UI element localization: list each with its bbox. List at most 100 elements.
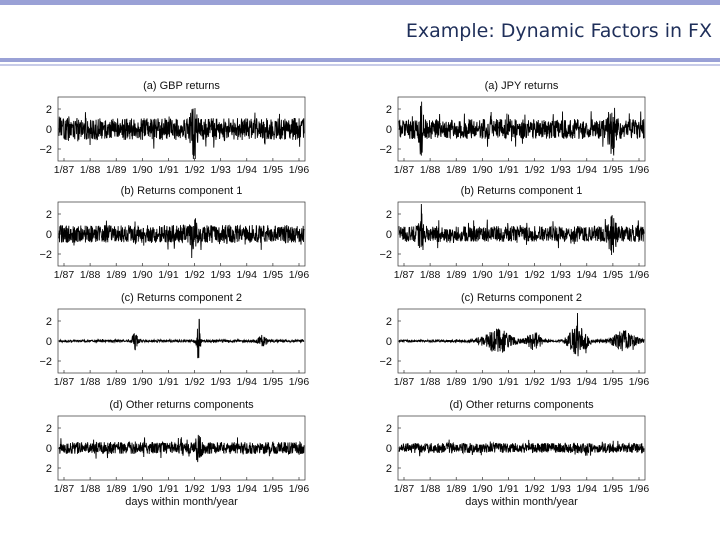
jpy-panel-d-xtick-label: 1/89 bbox=[446, 483, 467, 495]
jpy-panel-d-xtick-label: 1/96 bbox=[629, 483, 650, 495]
gbp-panel-b-title: (b) Returns component 1 bbox=[121, 185, 243, 197]
gbp-panel-b-ytick-label: 2 bbox=[46, 209, 52, 221]
jpy-panel-c-xtick-label: 1/95 bbox=[603, 376, 624, 388]
gbp-panel-c-xtick-label: 1/88 bbox=[80, 376, 101, 388]
gbp-panel-c-title: (c) Returns component 2 bbox=[121, 292, 242, 304]
top-accent-bar bbox=[0, 0, 720, 5]
jpy-panel-c-xtick-label: 1/94 bbox=[577, 376, 598, 388]
jpy-panel-a-ytick-label: 0 bbox=[386, 124, 392, 136]
gbp-panel-d-xtick-label: 1/93 bbox=[210, 483, 231, 495]
jpy-panel-c-xtick-label: 1/92 bbox=[524, 376, 545, 388]
gbp-panel-a-xtick-label: 1/90 bbox=[132, 164, 153, 176]
jpy-panel-d-series-line bbox=[398, 439, 645, 457]
jpy-panel-a-xtick-label: 1/88 bbox=[420, 164, 441, 176]
jpy-panel-b-xtick-label: 1/90 bbox=[472, 269, 493, 281]
gbp-panel-b-xtick-label: 1/91 bbox=[158, 269, 179, 281]
jpy-panel-a-xtick-label: 1/89 bbox=[446, 164, 467, 176]
gbp-panel-c-xtick-label: 1/92 bbox=[184, 376, 205, 388]
gbp-panel-b-xtick-label: 1/89 bbox=[106, 269, 127, 281]
jpy-panel-b-xtick-label: 1/87 bbox=[394, 269, 415, 281]
gbp-panel-a-ytick-label: −2 bbox=[39, 144, 52, 156]
gbp-panel-c-xtick-label: 1/96 bbox=[289, 376, 310, 388]
gbp-panel-a-xtick-label: 1/95 bbox=[263, 164, 284, 176]
jpy-panel-c-ytick-label: −2 bbox=[379, 356, 392, 368]
gbp-panel-d-xtick-label: 1/87 bbox=[54, 483, 75, 495]
gbp-panel-d-ytick-label: 2 bbox=[46, 423, 52, 435]
jpy-panel-b-title: (b) Returns component 1 bbox=[461, 185, 583, 197]
gbp-panel-d-xtick-label: 1/95 bbox=[263, 483, 284, 495]
jpy-panel-d-xtick-label: 1/94 bbox=[577, 483, 598, 495]
gbp-panel-d-ytick-label: 0 bbox=[46, 443, 52, 455]
jpy-panel-d-xtick-label: 1/91 bbox=[498, 483, 519, 495]
gbp-panel-a-xtick-label: 1/93 bbox=[210, 164, 231, 176]
gbp-panel-d-xtick-label: 1/88 bbox=[80, 483, 101, 495]
gbp-panel-a-series-line bbox=[58, 108, 305, 160]
gbp-panel-a-xtick-label: 1/87 bbox=[54, 164, 75, 176]
gbp-panel-a-ytick-label: 2 bbox=[46, 104, 52, 116]
gbp-panel-d-series-line bbox=[58, 434, 305, 463]
gbp-panel-d-title: (d) Other returns components bbox=[109, 399, 254, 411]
jpy-panel-a-xtick-label: 1/92 bbox=[524, 164, 545, 176]
jpy-panel-d-xlabel: days within month/year bbox=[465, 496, 578, 508]
jpy-panel-a-title: (a) JPY returns bbox=[485, 80, 559, 92]
gbp-panel-b-xtick-label: 1/87 bbox=[54, 269, 75, 281]
jpy-panel-a-ytick-label: −2 bbox=[379, 144, 392, 156]
jpy-panel-d-ytick-label: 2 bbox=[386, 423, 392, 435]
gbp-panel-a-xtick-label: 1/96 bbox=[289, 164, 310, 176]
gbp-panel-b-xtick-label: 1/95 bbox=[263, 269, 284, 281]
gbp-panel-a-xtick-label: 1/94 bbox=[237, 164, 258, 176]
jpy-panel-c-xtick-label: 1/88 bbox=[420, 376, 441, 388]
jpy-panel-c-xtick-label: 1/90 bbox=[472, 376, 493, 388]
jpy-panel-b-xtick-label: 1/96 bbox=[629, 269, 650, 281]
jpy-panel-a-xtick-label: 1/87 bbox=[394, 164, 415, 176]
jpy-panel-b-xtick-label: 1/88 bbox=[420, 269, 441, 281]
jpy-panel-b-xtick-label: 1/93 bbox=[550, 269, 571, 281]
gbp-panel-a-xtick-label: 1/91 bbox=[158, 164, 179, 176]
gbp-panel-d-xtick-label: 1/94 bbox=[237, 483, 258, 495]
gbp-panel-a-xtick-label: 1/88 bbox=[80, 164, 101, 176]
jpy-panel-a-ytick-label: 2 bbox=[386, 104, 392, 116]
jpy-panel-a-xtick-label: 1/95 bbox=[603, 164, 624, 176]
gbp-panel-c-ytick-label: −2 bbox=[39, 356, 52, 368]
gbp-panel-a-ytick-label: 0 bbox=[46, 124, 52, 136]
jpy-panel-d-ytick-label: 0 bbox=[386, 443, 392, 455]
jpy-panel-d-xtick-label: 1/92 bbox=[524, 483, 545, 495]
jpy-panel-c-series-line bbox=[398, 313, 645, 357]
jpy-panel-c-ytick-label: 0 bbox=[386, 336, 392, 348]
gbp-panel-d-ytick-label: 2 bbox=[46, 463, 52, 475]
gbp-panel-b-xtick-label: 1/94 bbox=[237, 269, 258, 281]
jpy-panel-b-ytick-label: −2 bbox=[379, 249, 392, 261]
gbp-panel-a-xtick-label: 1/92 bbox=[184, 164, 205, 176]
jpy-panel-c-xtick-label: 1/93 bbox=[550, 376, 571, 388]
gbp-panel-d-xlabel: days within month/year bbox=[125, 496, 238, 508]
gbp-panel-d-xtick-label: 1/92 bbox=[184, 483, 205, 495]
gbp-panel-b-xtick-label: 1/93 bbox=[210, 269, 231, 281]
gbp-panel-a-title: (a) GBP returns bbox=[143, 80, 220, 92]
gbp-panel-d-xtick-label: 1/91 bbox=[158, 483, 179, 495]
jpy-panel-a-xtick-label: 1/90 bbox=[472, 164, 493, 176]
jpy-panel-a-xtick-label: 1/94 bbox=[577, 164, 598, 176]
gbp-panel-b-series-line bbox=[58, 218, 305, 259]
jpy-panel-c-xtick-label: 1/96 bbox=[629, 376, 650, 388]
gbp-panel-b-xtick-label: 1/90 bbox=[132, 269, 153, 281]
gbp-panel-d-xtick-label: 1/90 bbox=[132, 483, 153, 495]
jpy-panel-c-xtick-label: 1/89 bbox=[446, 376, 467, 388]
gbp-panel-c-xtick-label: 1/91 bbox=[158, 376, 179, 388]
gbp-panel-c-xtick-label: 1/94 bbox=[237, 376, 258, 388]
jpy-panel-c-title: (c) Returns component 2 bbox=[461, 292, 582, 304]
jpy-panel-b-xtick-label: 1/92 bbox=[524, 269, 545, 281]
gbp-panel-a-xtick-label: 1/89 bbox=[106, 164, 127, 176]
jpy-panel-b-xtick-label: 1/89 bbox=[446, 269, 467, 281]
jpy-panel-a-xtick-label: 1/91 bbox=[498, 164, 519, 176]
gbp-panel-c-xtick-label: 1/93 bbox=[210, 376, 231, 388]
gbp-panel-b-ytick-label: −2 bbox=[39, 249, 52, 261]
gbp-panel-c-ytick-label: 0 bbox=[46, 336, 52, 348]
jpy-panel-d-xtick-label: 1/88 bbox=[420, 483, 441, 495]
jpy-panel-a-series-line bbox=[398, 101, 645, 156]
jpy-panel-c-ytick-label: 2 bbox=[386, 316, 392, 328]
jpy-panel-c-xtick-label: 1/87 bbox=[394, 376, 415, 388]
title-rule bbox=[0, 58, 720, 62]
jpy-panel-c-xtick-label: 1/91 bbox=[498, 376, 519, 388]
jpy-panel-d-xtick-label: 1/90 bbox=[472, 483, 493, 495]
